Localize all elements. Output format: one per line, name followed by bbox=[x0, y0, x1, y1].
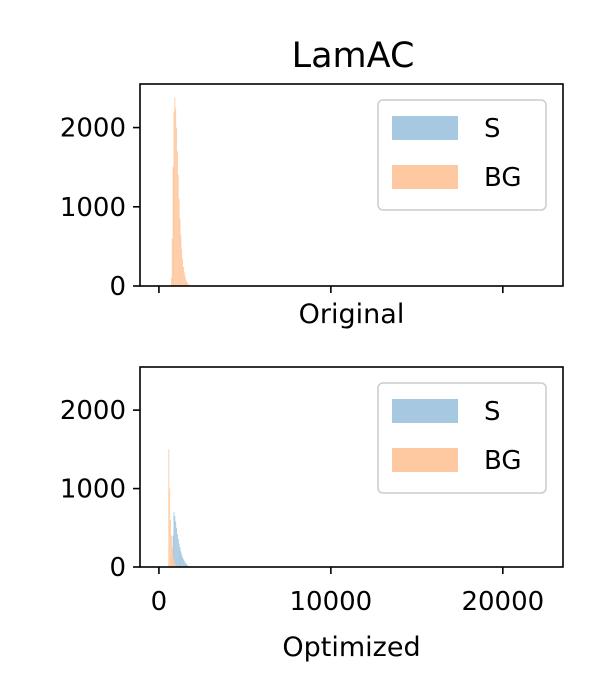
hist-bar-bg bbox=[185, 279, 187, 286]
legend: S BG bbox=[377, 382, 547, 494]
hist-bar-bg bbox=[181, 248, 183, 286]
legend-label-s: S bbox=[484, 114, 501, 144]
x-axis-label: Original bbox=[299, 299, 405, 330]
hist-bar-s bbox=[185, 563, 187, 567]
hist-bar-s bbox=[176, 527, 177, 567]
y-tick-label: 2000 bbox=[60, 114, 126, 144]
hist-bar-bg bbox=[177, 175, 179, 286]
hist-bar-bg bbox=[174, 97, 176, 286]
hist-bar-s bbox=[176, 534, 178, 567]
hist-bar-s bbox=[182, 559, 184, 567]
hist-bar-bg bbox=[170, 535, 172, 567]
axes-frame bbox=[139, 366, 564, 568]
hist-bar-bg bbox=[176, 127, 177, 286]
hist-bar-s bbox=[180, 551, 182, 567]
legend-label-bg: BG bbox=[484, 163, 522, 193]
hist-bar-bg bbox=[178, 198, 180, 286]
hist-bar-bg bbox=[180, 235, 182, 286]
legend-swatch-s bbox=[392, 116, 458, 140]
x-tick-label: 20000 bbox=[461, 587, 544, 617]
hist-bar-bg bbox=[173, 559, 175, 567]
y-tick-label: 2000 bbox=[60, 396, 126, 426]
hist-bar-s bbox=[178, 543, 180, 567]
hist-bar-bg bbox=[173, 111, 175, 286]
hist-bar-bg bbox=[170, 278, 172, 286]
hist-bar-bg bbox=[175, 565, 177, 567]
hist-bar-s bbox=[186, 564, 188, 567]
x-tick-label: 0 bbox=[151, 587, 168, 617]
hist-bar-bg bbox=[182, 266, 184, 286]
hist-bar-s bbox=[177, 538, 179, 567]
hist-bar-bg bbox=[183, 272, 185, 286]
hist-bar-bg bbox=[171, 238, 173, 286]
legend-swatch-s bbox=[392, 399, 458, 423]
legend-swatch-bg bbox=[392, 448, 458, 472]
y-tick-label: 0 bbox=[109, 272, 126, 302]
hist-bar-bg bbox=[175, 107, 177, 286]
y-tick-label: 1000 bbox=[60, 193, 126, 223]
legend: S BG bbox=[377, 99, 547, 211]
panel-original: 0 1000 2000 Original S BG bbox=[60, 83, 564, 330]
hist-bar-s bbox=[183, 560, 185, 567]
legend-label-s: S bbox=[484, 397, 501, 427]
hist-bar-bg bbox=[174, 563, 176, 567]
hist-bar-bg bbox=[171, 547, 173, 567]
hist-bar-s bbox=[174, 516, 176, 567]
hist-bar-bg bbox=[176, 151, 178, 286]
hist-bar-bg bbox=[187, 283, 189, 286]
y-tick-label: 1000 bbox=[60, 475, 126, 505]
hist-bar-bg bbox=[184, 276, 186, 286]
hist-bar-s bbox=[179, 547, 181, 567]
hist-bar-bg bbox=[182, 259, 183, 286]
hist-bar-bg bbox=[169, 488, 171, 567]
hist-bar-bg bbox=[172, 167, 174, 286]
hist-bar-bg bbox=[188, 284, 190, 286]
chart-title: LamAC bbox=[292, 36, 415, 76]
hist-bar-s bbox=[172, 535, 174, 567]
hist-bar-s bbox=[181, 554, 183, 567]
hist-bar-bg bbox=[186, 281, 188, 286]
hist-bar-s bbox=[175, 521, 177, 567]
y-tick-label: 0 bbox=[109, 553, 126, 583]
hist-bar-s bbox=[173, 512, 175, 567]
legend-swatch-bg bbox=[392, 165, 458, 189]
hist-bar-bg bbox=[170, 519, 171, 567]
hist-bar-bg bbox=[179, 218, 181, 286]
hist-bar-bg bbox=[168, 449, 170, 567]
hist-bar-s bbox=[184, 562, 186, 567]
hist-bar-s bbox=[182, 556, 183, 567]
x-axis-label: Optimized bbox=[282, 632, 420, 663]
legend-label-bg: BG bbox=[484, 446, 522, 476]
hist-bar-bg bbox=[172, 555, 174, 567]
axes-frame bbox=[139, 83, 564, 287]
x-tick-label: 10000 bbox=[290, 587, 373, 617]
